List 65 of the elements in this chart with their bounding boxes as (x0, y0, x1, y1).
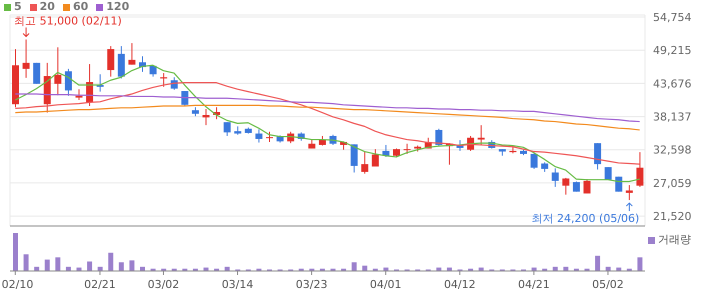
candlestick (361, 151, 368, 174)
candlestick (372, 148, 379, 168)
candlestick (96, 74, 104, 92)
y-tick-label: 54,754 (653, 10, 692, 24)
x-tick-label: 03/23 (296, 278, 328, 289)
bar (637, 257, 642, 271)
candlestick (54, 46, 62, 96)
candlestick (118, 46, 125, 79)
bar (129, 260, 134, 271)
bar (108, 252, 114, 271)
annotation: 최저 24,200 (05/06) (532, 212, 640, 226)
bar (595, 256, 600, 271)
candlestick (255, 128, 262, 144)
x-tick-label: 03/14 (222, 278, 254, 289)
candlestick (626, 184, 633, 201)
bar (87, 262, 92, 271)
candlestick (107, 46, 114, 78)
x-tick-label: 03/02 (148, 278, 180, 289)
candlestick (552, 168, 559, 188)
y-tick-label: 38,137 (653, 110, 692, 124)
legend-label: 60 (72, 0, 88, 13)
candlestick (636, 152, 644, 188)
candlestick (22, 39, 30, 78)
legend-label: 거래량 (658, 233, 691, 246)
x-tick-label: 02/21 (84, 278, 116, 289)
annotation: 최고 51,000 (02/11) (14, 14, 122, 28)
line-series (14, 104, 640, 131)
bar (13, 233, 18, 271)
candlestick (530, 152, 538, 170)
candlestick (266, 131, 273, 142)
legend-label: 120 (106, 0, 130, 13)
candlestick (594, 142, 602, 170)
candlestick (604, 166, 612, 180)
candlestick (584, 178, 590, 194)
legend-label: 20 (40, 0, 55, 13)
candlestick (128, 42, 136, 66)
x-tick-label: 05/02 (592, 278, 624, 289)
x-tick-label: 04/21 (518, 278, 550, 289)
bar (44, 260, 50, 271)
y-tick-label: 32,598 (653, 144, 692, 157)
y-tick-label: 43,676 (653, 77, 692, 90)
candlestick (541, 162, 548, 172)
bar (352, 262, 357, 271)
bar (24, 254, 29, 271)
candlestick (64, 68, 72, 96)
bar (118, 262, 124, 271)
candlestick (160, 72, 168, 88)
bar (362, 266, 368, 271)
candlestick (562, 177, 570, 196)
bar (55, 257, 60, 271)
candlestick (181, 90, 188, 106)
candlestick (350, 144, 358, 173)
candlestick (435, 128, 442, 146)
x-tick-label: 02/10 (2, 278, 34, 289)
y-tick-label: 27,059 (653, 176, 692, 190)
x-tick-label: 04/12 (444, 278, 476, 289)
candlestick (33, 62, 40, 84)
y-tick-label: 21,520 (653, 210, 692, 224)
legend-label: 5 (14, 0, 22, 13)
x-tick-label: 04/01 (370, 278, 402, 289)
candlestick (202, 108, 210, 126)
candlestick (404, 143, 411, 154)
candlestick (318, 135, 326, 146)
candlestick (224, 122, 231, 136)
y-tick-label: 49,215 (653, 44, 692, 58)
